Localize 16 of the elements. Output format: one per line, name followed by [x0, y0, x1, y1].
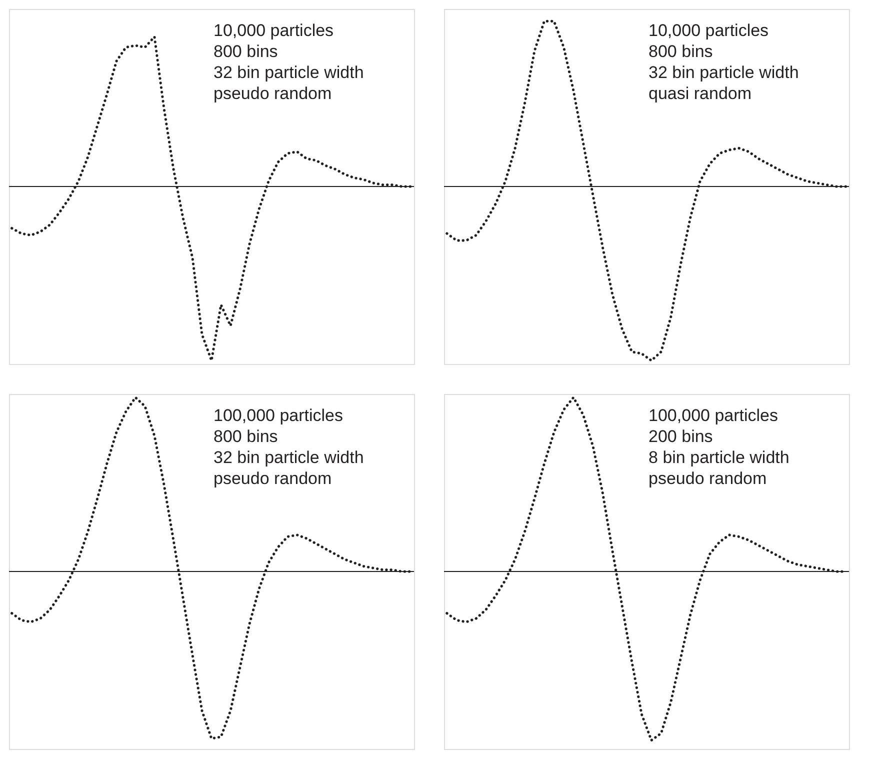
annotation: 32 bin particle width — [214, 448, 364, 467]
annotation: 800 bins — [214, 427, 278, 446]
annotation: 10,000 particles — [648, 21, 769, 40]
annotation: 32 bin particle width — [648, 63, 799, 82]
annotation: 200 bins — [648, 427, 713, 446]
annotation: 8 bin particle width — [648, 448, 790, 467]
annotation: 32 bin particle width — [214, 63, 364, 82]
annotation: 10,000 particles — [214, 21, 334, 40]
annotation: 800 bins — [648, 42, 713, 61]
annotation: 800 bins — [214, 42, 278, 61]
annotation: pseudo random — [648, 469, 767, 488]
annotation: quasi random — [648, 84, 752, 103]
annotation: 100,000 particles — [214, 406, 344, 425]
annotation: pseudo random — [214, 469, 332, 488]
annotation: 100,000 particles — [648, 406, 778, 425]
annotation: pseudo random — [214, 84, 332, 103]
